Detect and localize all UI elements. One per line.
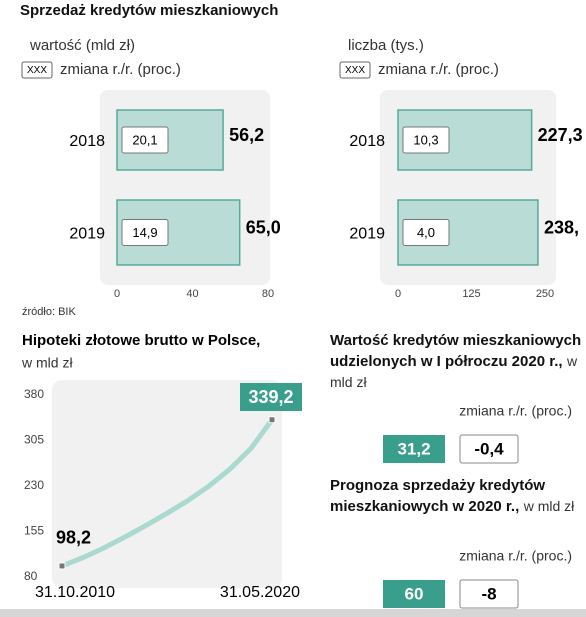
bottom-bar xyxy=(0,609,586,617)
x-tick-label: 31.05.2020 xyxy=(220,584,300,601)
value-box xyxy=(383,580,445,608)
change-box xyxy=(402,219,450,246)
value-label: 98,2 xyxy=(56,528,91,548)
x-tick-label: 250 xyxy=(536,288,554,300)
x-tick-label: 125 xyxy=(462,288,480,300)
stat-title: Wartość kredytów mieszkaniowych udzielon… xyxy=(330,330,585,393)
category-label: 2019 xyxy=(69,226,105,243)
stat-unit: w mld zł xyxy=(523,498,575,514)
y-tick-label: 155 xyxy=(24,524,44,538)
y-tick-label: 230 xyxy=(24,478,44,492)
change-box xyxy=(121,126,169,154)
value-box xyxy=(383,435,445,463)
x-tick-label: 40 xyxy=(186,288,198,300)
category-label: 2019 xyxy=(349,226,385,243)
source: źródło: BIK xyxy=(22,306,76,318)
legend-key: XXX xyxy=(345,65,365,76)
change-label: 4,0 xyxy=(417,225,435,240)
change-label: 10,3 xyxy=(413,132,438,147)
subtitle: wartość (mld zł) xyxy=(29,37,135,54)
x-tick-label: 80 xyxy=(262,288,274,300)
page-title: Sprzedaż kredytów mieszkaniowych xyxy=(20,2,279,19)
legend-key-box xyxy=(21,61,53,79)
stat-title-text: Prognoza sprzedaży kredytów mieszkaniowy… xyxy=(330,477,546,515)
value-label: 65,0 xyxy=(246,217,281,237)
value-label-box xyxy=(240,383,302,411)
legend-label: zmiana r./r. (proc.) xyxy=(378,61,499,78)
chart-title: Hipoteki złotowe brutto w Polsce, xyxy=(22,332,260,349)
value-label: 339,2 xyxy=(248,387,293,407)
bar xyxy=(116,199,241,266)
y-tick-label: 80 xyxy=(24,569,38,583)
line xyxy=(59,417,275,569)
stat-unit: w mld zł xyxy=(330,353,578,390)
y-tick-label: 305 xyxy=(24,433,44,447)
change-label: 14,9 xyxy=(132,225,157,240)
change-box xyxy=(459,579,519,609)
y-tick-label: 380 xyxy=(24,387,44,401)
legend-label: zmiana r./r. (proc.) xyxy=(459,403,572,419)
change-box xyxy=(402,126,450,154)
point-marker xyxy=(58,562,66,570)
value-label: 60 xyxy=(405,584,424,603)
x-tick-label: 0 xyxy=(395,288,401,300)
category-label: 2018 xyxy=(349,133,385,150)
stat-title: Prognoza sprzedaży kredytów mieszkaniowy… xyxy=(330,475,585,517)
subtitle: w mld zł xyxy=(21,355,73,371)
value-label: 31,2 xyxy=(397,439,430,458)
point-marker xyxy=(268,416,276,424)
value-label: 227,3 xyxy=(538,125,583,145)
category-label: 2018 xyxy=(69,133,105,150)
stat-title-text: Wartość kredytów mieszkaniowych udzielon… xyxy=(330,332,582,370)
value-label: 238, xyxy=(544,217,579,237)
change-label: 20,1 xyxy=(132,132,157,147)
plot-background xyxy=(52,380,282,588)
subtitle: liczba (tys.) xyxy=(348,37,424,54)
change-box xyxy=(121,219,169,246)
x-tick-label: 31.10.2010 xyxy=(35,584,115,601)
x-tick-label: 0 xyxy=(114,288,120,300)
legend-label: zmiana r./r. (proc.) xyxy=(459,548,572,564)
change-box xyxy=(459,434,519,464)
legend-label: zmiana r./r. (proc.) xyxy=(60,61,181,78)
legend-key-box xyxy=(339,61,371,79)
change-label: -0,4 xyxy=(474,439,504,458)
legend-key: XXX xyxy=(27,65,47,76)
change-label: -8 xyxy=(481,584,496,603)
value-label: 56,2 xyxy=(229,125,264,145)
